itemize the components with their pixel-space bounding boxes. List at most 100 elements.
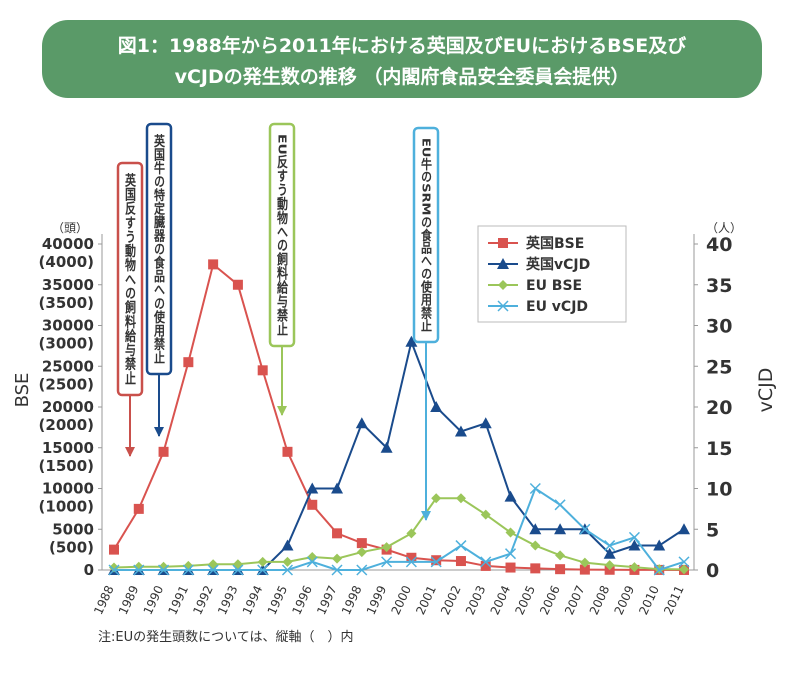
series-3-point (282, 556, 293, 567)
x-tick-label: 2002 (438, 583, 464, 617)
series-4-point (158, 564, 170, 576)
left-tick-label: 35000 (42, 276, 94, 294)
series-4-point-stroke-b (678, 556, 690, 568)
series-4-point-stroke-b (232, 564, 244, 576)
series-2-point (529, 523, 542, 535)
series-1-point (332, 528, 343, 539)
x-tick-label: 1997 (314, 583, 340, 617)
left-tick-sub-label: (1000) (39, 498, 94, 516)
right-tick-label: 40 (706, 234, 732, 256)
left-tick-label: 15000 (42, 439, 94, 457)
series-2-point (479, 417, 492, 429)
x-tick-label: 1996 (289, 583, 315, 617)
series-1-point (579, 564, 590, 575)
series-4-point-stroke-b (653, 564, 665, 576)
series-2-point (678, 523, 690, 535)
series-4-point (331, 564, 343, 576)
series-4-point-stroke-b (381, 556, 393, 568)
annotation-text-uk-srm-ban: 英国牛の特定臓器の食品への使用禁止 (153, 132, 167, 364)
series-1-point (257, 365, 268, 376)
x-tick-label: 2009 (612, 583, 638, 617)
series-4-point-stroke-b (480, 556, 492, 568)
left-tick-label: 30000 (42, 317, 94, 335)
x-tick-label: 1989 (116, 583, 142, 617)
title-banner: 図1：1988年から2011年における英国及びEUにおけるBSE及び vCJDの… (42, 20, 762, 98)
series-1-point (356, 538, 367, 549)
series-1-point (455, 556, 466, 567)
x-tick-label: 2008 (587, 583, 613, 617)
series-4-point (480, 556, 492, 568)
series-3-point (307, 551, 318, 562)
series-4-point (257, 564, 269, 576)
series-3-point (455, 493, 466, 504)
left-tick-label: 20000 (42, 398, 94, 416)
series-4-point (133, 564, 145, 576)
series-3-point (257, 556, 268, 567)
series-1-point (109, 544, 119, 555)
series-4-point (455, 540, 467, 552)
annotation-arrowhead-uk-feed-ban (125, 447, 135, 457)
annotation-arrowhead-uk-srm-ban (154, 427, 164, 437)
series-2-point (554, 523, 567, 535)
legend-marker-2 (497, 258, 509, 269)
series-4-point-stroke-b (554, 499, 566, 511)
series-4-point-stroke-b (281, 564, 294, 576)
annotation-arrowhead-eu-srm-ban (421, 511, 431, 521)
annotation-text-uk-feed-ban: 英国反すう動物への飼料給与禁止 (124, 171, 138, 385)
series-4-point-stroke-b (430, 556, 442, 568)
left-tick-sub-label: (3000) (39, 335, 94, 353)
series-4-point (678, 556, 690, 568)
series-3-point (555, 550, 566, 561)
series-2-point (306, 482, 319, 494)
right-tick-label: 25 (706, 356, 732, 378)
legend-marker-3 (498, 280, 508, 290)
series-3-point (232, 559, 243, 570)
series-3-point (480, 509, 491, 520)
series-4-point (381, 556, 393, 568)
x-tick-label: 1992 (190, 583, 216, 617)
series-4-point-stroke-b (529, 482, 541, 495)
series-3-point (530, 540, 541, 551)
x-tick-label: 1998 (339, 583, 365, 617)
series-2-point (504, 490, 517, 502)
series-4-point-stroke-b (604, 540, 616, 552)
annotation-text-eu-feed-ban: EU反すう動物への飼料給与禁止 (276, 134, 290, 336)
series-3-point (505, 527, 516, 538)
series-2-point (355, 417, 368, 429)
left-tick-sub-label: (2500) (39, 375, 94, 393)
series-4-point-stroke-b (133, 564, 145, 576)
series-4-point (604, 540, 616, 552)
left-tick-sub-label: (1500) (39, 457, 94, 475)
legend-label-2: 英国vCJD (525, 256, 590, 273)
series-4-point (653, 564, 665, 576)
series-4-point-stroke-b (455, 540, 467, 552)
series-4-point-stroke-b (158, 564, 170, 576)
x-tick-label: 1991 (165, 583, 191, 617)
right-tick-label: 10 (706, 479, 732, 501)
series-4-point-stroke-b (207, 564, 219, 576)
title-line-2: vCJDの発生数の推移 （内閣府食品安全委員会提供） (174, 66, 630, 88)
legend-label-1: 英国BSE (525, 235, 584, 252)
right-tick-label: 35 (706, 275, 732, 297)
series-1-point (158, 446, 169, 457)
legend-marker-4 (497, 300, 509, 312)
series-2-point (653, 539, 666, 551)
series-2-point (430, 401, 443, 412)
series-4-point-stroke-b (579, 523, 591, 535)
series-1-point (282, 446, 293, 457)
right-tick-label: 20 (706, 397, 732, 419)
series-line-4 (114, 486, 685, 572)
series-line-2 (114, 338, 685, 571)
series-4-point (628, 531, 640, 543)
right-tick-label: 5 (706, 519, 719, 541)
left-tick-label: 25000 (42, 357, 94, 375)
x-tick-label: 2004 (488, 583, 514, 617)
series-2-point (405, 335, 418, 347)
left-tick-label: 40000 (42, 235, 94, 253)
annotation-text-eu-srm-ban: EU牛のSRMの食品への使用禁止 (420, 138, 434, 332)
series-3-point (431, 493, 442, 504)
series-3-point (332, 553, 343, 564)
right-tick-label: 15 (706, 438, 732, 460)
series-1-point (505, 562, 516, 573)
series-1-point (530, 563, 541, 574)
